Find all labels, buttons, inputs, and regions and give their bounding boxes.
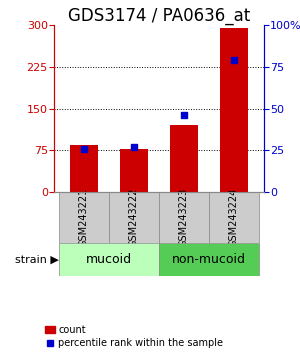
Bar	[170, 125, 198, 192]
Bar	[70, 145, 98, 192]
Bar	[109, 192, 159, 243]
Bar	[209, 192, 259, 243]
Title: GDS3174 / PA0636_at: GDS3174 / PA0636_at	[68, 7, 250, 25]
Text: non-mucoid: non-mucoid	[172, 253, 246, 266]
Point	[182, 113, 186, 118]
Text: strain ▶: strain ▶	[15, 255, 59, 265]
Point	[232, 57, 236, 63]
Text: GSM243222: GSM243222	[129, 188, 139, 247]
Text: GSM243221: GSM243221	[79, 188, 89, 247]
Bar	[59, 192, 109, 243]
Point	[132, 144, 136, 150]
Bar	[59, 243, 159, 276]
Bar	[159, 192, 209, 243]
Text: mucoid: mucoid	[86, 253, 132, 266]
Text: GSM243223: GSM243223	[179, 188, 189, 247]
Bar	[159, 243, 259, 276]
Legend: count, percentile rank within the sample: count, percentile rank within the sample	[44, 324, 224, 349]
Text: GSM243224: GSM243224	[229, 188, 239, 247]
Bar	[220, 28, 248, 192]
Point	[82, 146, 86, 152]
Bar	[120, 149, 148, 192]
